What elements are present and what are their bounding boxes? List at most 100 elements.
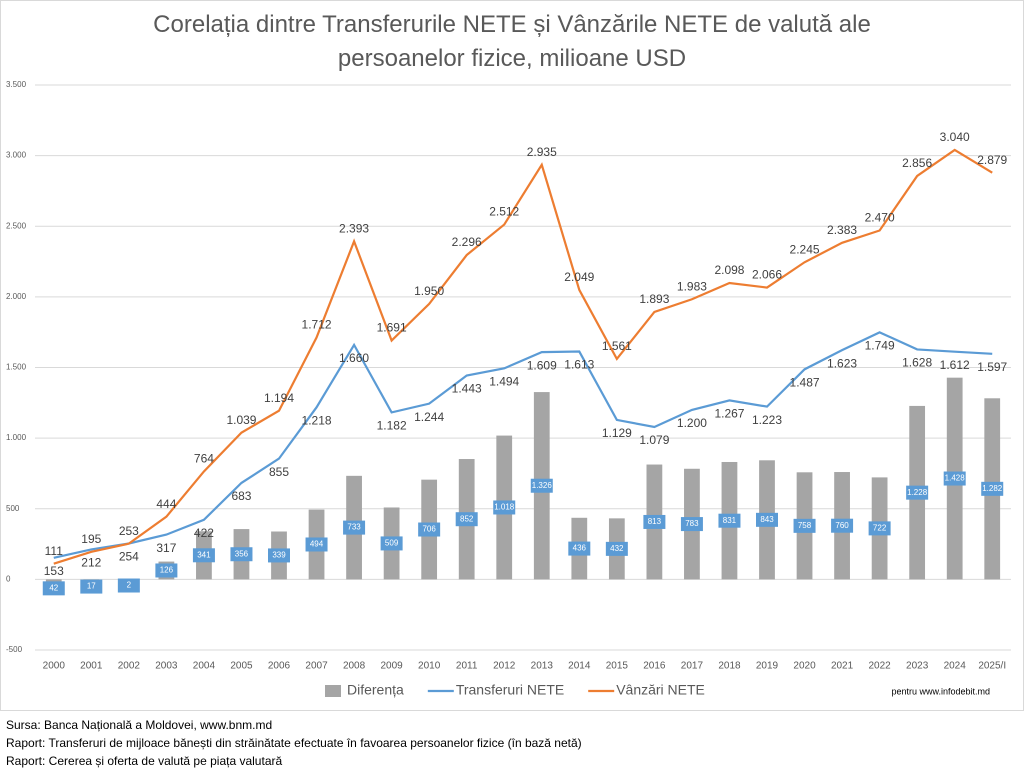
bar-label: 733 — [347, 523, 361, 532]
note: Raport: Transferuri de mijloace bănești … — [6, 736, 582, 750]
y-tick-label: 1.500 — [6, 363, 27, 372]
x-tick-label: 2020 — [793, 661, 816, 672]
bar-label: 17 — [87, 582, 96, 591]
x-tick-label: 2005 — [230, 661, 253, 672]
bar-label: 760 — [835, 521, 849, 530]
y-tick-label: 0 — [6, 574, 11, 583]
bar-label-box — [80, 579, 103, 594]
line-label: 1.749 — [865, 339, 895, 353]
bar-label-box — [943, 471, 966, 486]
bar-label-box — [493, 500, 516, 515]
line-label: 1.443 — [452, 382, 482, 396]
line-label: 1.244 — [414, 410, 444, 424]
line-label: 1.079 — [639, 433, 669, 447]
chart-border — [0, 0, 1024, 711]
x-tick-label: 2019 — [756, 661, 779, 672]
bar-label: 339 — [272, 551, 286, 560]
x-tick-label: 2011 — [456, 661, 478, 672]
x-tick-label: 2006 — [268, 661, 291, 672]
bar-label: 1.428 — [945, 474, 966, 483]
x-tick-label: 2025/I — [978, 661, 1006, 672]
y-tick-label: 3.000 — [6, 151, 27, 160]
y-tick-label: 2.500 — [6, 221, 27, 230]
bar-label-box — [568, 541, 591, 556]
x-tick-label: 2012 — [493, 661, 516, 672]
line-label: 1.712 — [302, 318, 332, 332]
line-label: 1.223 — [752, 413, 782, 427]
line-label: 422 — [194, 526, 214, 540]
bar-label-box — [981, 481, 1004, 496]
x-tick-label: 2017 — [681, 661, 704, 672]
line-label: 1.893 — [639, 292, 669, 306]
bar-label: 722 — [873, 523, 887, 532]
line-label: 2.245 — [790, 242, 820, 256]
y-tick-label: 1.000 — [6, 433, 27, 442]
bar-label: 758 — [798, 521, 812, 530]
bar-label-box — [605, 541, 628, 556]
line-label: 683 — [231, 489, 251, 503]
bar-label-box — [192, 548, 215, 563]
bar-label-box — [343, 520, 366, 535]
line-label: 2.856 — [902, 156, 932, 170]
bar-label-box — [868, 521, 891, 536]
line-label: 153 — [44, 564, 64, 578]
note: Raport: Cererea și oferta de valută pe p… — [6, 754, 283, 768]
legend-swatch — [325, 685, 341, 697]
bar-label: 1.326 — [532, 481, 553, 490]
line-label: 2.066 — [752, 268, 782, 282]
line-label: 2.098 — [714, 263, 744, 277]
lines — [53, 148, 993, 565]
bar-label-box — [418, 522, 441, 537]
legend-label: Vânzări NETE — [616, 682, 705, 698]
bar-label: 432 — [610, 544, 624, 553]
line-label: 1.597 — [977, 360, 1007, 374]
line-label: 1.561 — [602, 339, 632, 353]
bar-label: 706 — [422, 525, 436, 534]
bar-label: 1.282 — [982, 484, 1003, 493]
bar-label: 341 — [197, 550, 211, 559]
line-label: 1.267 — [714, 407, 744, 421]
bar-label: 852 — [460, 514, 474, 523]
line-label: 1.194 — [264, 391, 294, 405]
bar-label-box — [718, 513, 741, 528]
bar-label: 42 — [49, 583, 58, 592]
bar-label-box — [643, 514, 666, 529]
line-label: 1.039 — [226, 413, 256, 427]
x-tick-label: 2022 — [868, 661, 891, 672]
line-label: 3.040 — [940, 130, 970, 144]
chart-title: Corelația dintre Transferurile NETE și V… — [153, 11, 871, 72]
legend-label: Transferuri NETE — [456, 682, 564, 698]
credit: pentru www.infodebit.md — [891, 686, 990, 696]
x-tick-label: 2024 — [944, 661, 967, 672]
bar-label: 494 — [310, 540, 324, 549]
bar-label-box — [230, 547, 253, 562]
bar-label: 843 — [760, 515, 774, 524]
x-tick-label: 2023 — [906, 661, 929, 672]
bar-label-box — [305, 537, 328, 552]
line-label: 1.623 — [827, 356, 857, 370]
bar-label: 783 — [685, 519, 699, 528]
x-tick-label: 2015 — [606, 661, 629, 672]
x-tick-label: 2003 — [155, 661, 178, 672]
bar-label-box — [42, 581, 65, 596]
labels: 42 17 2 126 341 356 339 494 733 509 706 852 1.018 1.3… — [42, 130, 1008, 596]
line-label: 1.494 — [489, 375, 519, 389]
x-tick-label: 2008 — [343, 661, 366, 672]
bar-label: 126 — [160, 566, 174, 575]
line-label: 195 — [81, 532, 101, 546]
line-label: 212 — [81, 556, 101, 570]
x-tick-label: 2018 — [718, 661, 741, 672]
y-tick-label: 2.000 — [6, 292, 27, 301]
bar-label: 831 — [723, 516, 737, 525]
line — [53, 331, 993, 559]
line-label: 1.200 — [677, 416, 707, 430]
bar-label: 1.228 — [907, 488, 928, 497]
line-label: 2.383 — [827, 223, 857, 237]
bar-label: 356 — [235, 549, 249, 558]
bar-label: 509 — [385, 539, 399, 548]
line-label: 1.660 — [339, 351, 369, 365]
line-label: 1.613 — [564, 358, 594, 372]
bar-label: 1.018 — [494, 503, 515, 512]
